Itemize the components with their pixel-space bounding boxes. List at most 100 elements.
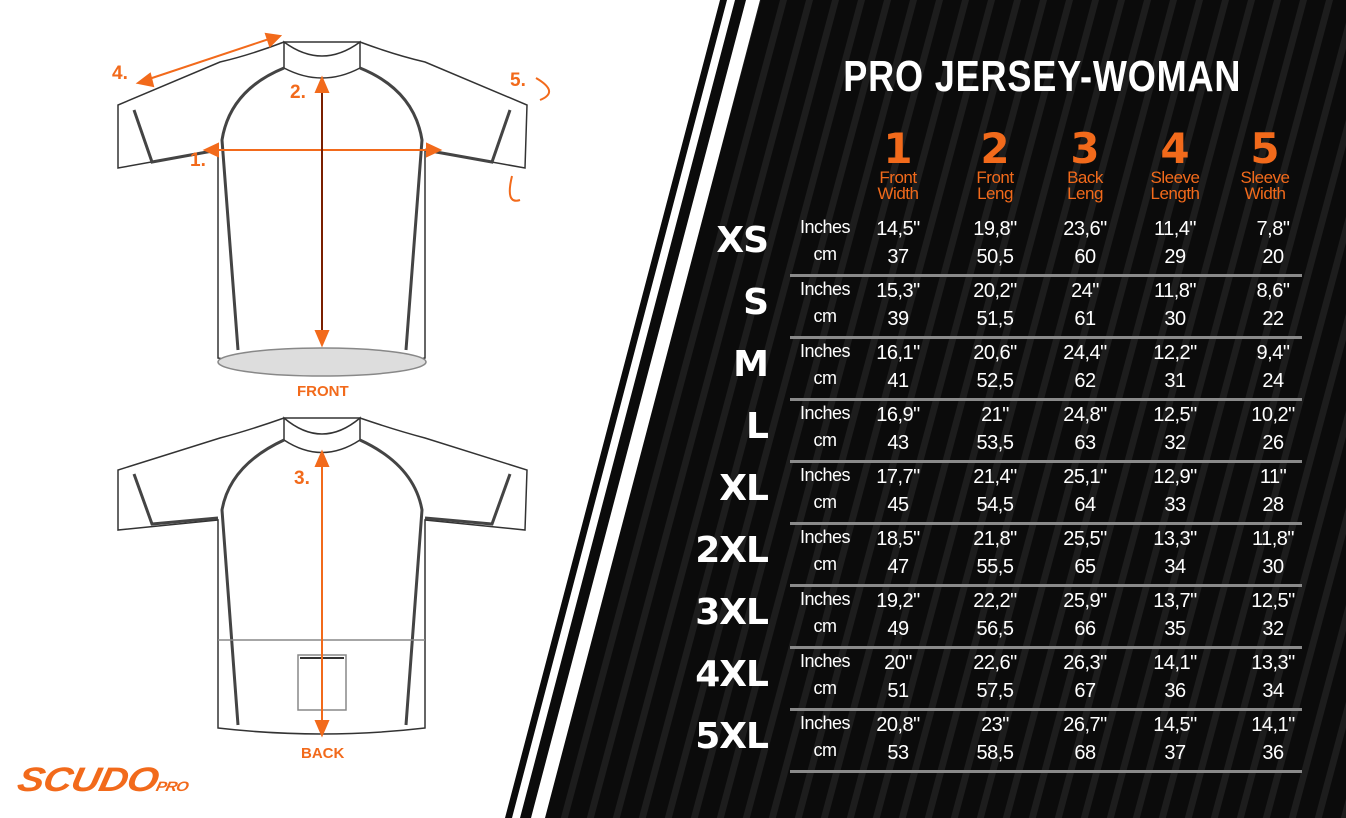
column-header: 5 Sleeve Width (1220, 124, 1310, 203)
divider-stripe (505, 0, 727, 818)
inches-value: 13,7" (1153, 590, 1197, 612)
column-number: 3 (1070, 124, 1100, 173)
inches-value: 8,6" (1256, 280, 1290, 302)
inches-value: 13,3" (1153, 528, 1197, 550)
inches-value: 14,1" (1153, 652, 1197, 674)
cm-value: 34 (1262, 680, 1284, 702)
column-label: Sleeve (1150, 168, 1200, 187)
column-number: 5 (1250, 124, 1280, 173)
cm-value: 32 (1262, 618, 1284, 640)
column-label: Leng (1067, 184, 1103, 203)
cm-value: 54,5 (976, 494, 1014, 516)
inches-value: 12,5" (1153, 404, 1197, 426)
brand-suffix: PRO (154, 780, 190, 795)
unit-inches: Inches (799, 589, 851, 609)
row-divider (790, 274, 1302, 277)
cm-value: 28 (1262, 494, 1284, 516)
inches-value: 24" (1071, 280, 1099, 302)
inches-value: 21,4" (973, 466, 1017, 488)
unit-inches: Inches (799, 651, 851, 671)
unit-inches: Inches (799, 403, 851, 423)
cm-value: 31 (1164, 370, 1186, 392)
unit-cm: cm (813, 740, 838, 760)
cm-value: 29 (1164, 246, 1186, 268)
cm-value: 35 (1164, 618, 1186, 640)
column-label: Width (877, 184, 919, 203)
inches-value: 22,2" (973, 590, 1017, 612)
inches-value: 24,4" (1063, 342, 1107, 364)
inches-value: 16,1" (876, 342, 920, 364)
unit-inches: Inches (799, 527, 851, 547)
size-row: XS Inches cm 14,5" 37 19,8" 50,5 23,6" 60 1… (0, 214, 1346, 277)
size-label: XL (719, 468, 769, 509)
size-row: M Inches cm 16,1" 41 20,6" 52,5 24,4" 62 12… (0, 338, 1346, 401)
inches-value: 20,6" (973, 342, 1017, 364)
cm-value: 36 (1164, 680, 1186, 702)
inches-value: 15,3" (876, 280, 920, 302)
inches-value: 12,9" (1153, 466, 1197, 488)
cm-value: 61 (1074, 308, 1096, 330)
marker-front-length: 2. (290, 82, 306, 103)
cm-value: 62 (1074, 370, 1096, 392)
inches-value: 9,4" (1256, 342, 1290, 364)
cm-value: 52,5 (976, 370, 1014, 392)
cm-value: 20 (1262, 246, 1284, 268)
column-header: 1 Front Width (853, 128, 943, 203)
size-label: 3XL (695, 592, 769, 633)
cm-value: 37 (887, 246, 909, 268)
cm-value: 39 (887, 308, 909, 330)
cm-value: 26 (1262, 432, 1284, 454)
unit-cm: cm (813, 554, 838, 574)
cm-value: 50,5 (976, 246, 1014, 268)
cm-value: 41 (887, 370, 909, 392)
size-row: L Inches cm 16,9" 43 21" 53,5 24,8" 63 12,5… (0, 400, 1346, 463)
inches-value: 25,9" (1063, 590, 1107, 612)
back-label: BACK (301, 745, 345, 762)
size-label: S (743, 282, 769, 323)
cm-value: 53 (887, 742, 909, 764)
measure-arrows-front (135, 32, 550, 348)
cm-value: 37 (1164, 742, 1186, 764)
unit-cm: cm (813, 616, 838, 636)
cm-value: 64 (1074, 494, 1096, 516)
cm-value: 57,5 (976, 680, 1014, 702)
inches-value: 24,8" (1063, 404, 1107, 426)
inches-value: 10,2" (1251, 404, 1295, 426)
row-divider (790, 522, 1302, 525)
inches-value: 21" (981, 404, 1009, 426)
cm-value: 22 (1262, 308, 1284, 330)
size-label: XS (716, 220, 769, 261)
cm-value: 36 (1262, 742, 1284, 764)
cm-value: 51,5 (976, 308, 1014, 330)
inches-value: 23,6" (1063, 218, 1107, 240)
column-label: Sleeve (1240, 168, 1290, 187)
unit-cm: cm (813, 244, 838, 264)
cm-value: 30 (1164, 308, 1186, 330)
cm-value: 43 (887, 432, 909, 454)
cm-value: 34 (1164, 556, 1186, 578)
inches-value: 11,4" (1153, 218, 1197, 240)
inches-value: 11,8" (1153, 280, 1197, 302)
size-row: S Inches cm 15,3" 39 20,2" 51,5 24" 61 11,8… (0, 276, 1346, 339)
marker-sleeve-length: 4. (112, 63, 128, 84)
column-number: 4 (1160, 124, 1190, 173)
inches-value: 17,7" (876, 466, 920, 488)
unit-cm: cm (813, 430, 838, 450)
inches-value: 7,8" (1256, 218, 1290, 240)
column-label: Front (879, 168, 917, 187)
cm-value: 56,5 (976, 618, 1014, 640)
inches-value: 20,2" (973, 280, 1017, 302)
inches-value: 19,8" (973, 218, 1017, 240)
row-divider (790, 646, 1302, 649)
inches-value: 25,1" (1063, 466, 1107, 488)
cm-value: 32 (1164, 432, 1186, 454)
cm-value: 45 (887, 494, 909, 516)
inches-value: 11" (1259, 466, 1287, 488)
unit-cm: cm (813, 678, 838, 698)
inches-value: 12,2" (1153, 342, 1197, 364)
inches-value: 25,5" (1063, 528, 1107, 550)
column-label: Back (1067, 168, 1103, 187)
front-label: FRONT (297, 383, 349, 400)
column-label: Length (1150, 184, 1201, 203)
